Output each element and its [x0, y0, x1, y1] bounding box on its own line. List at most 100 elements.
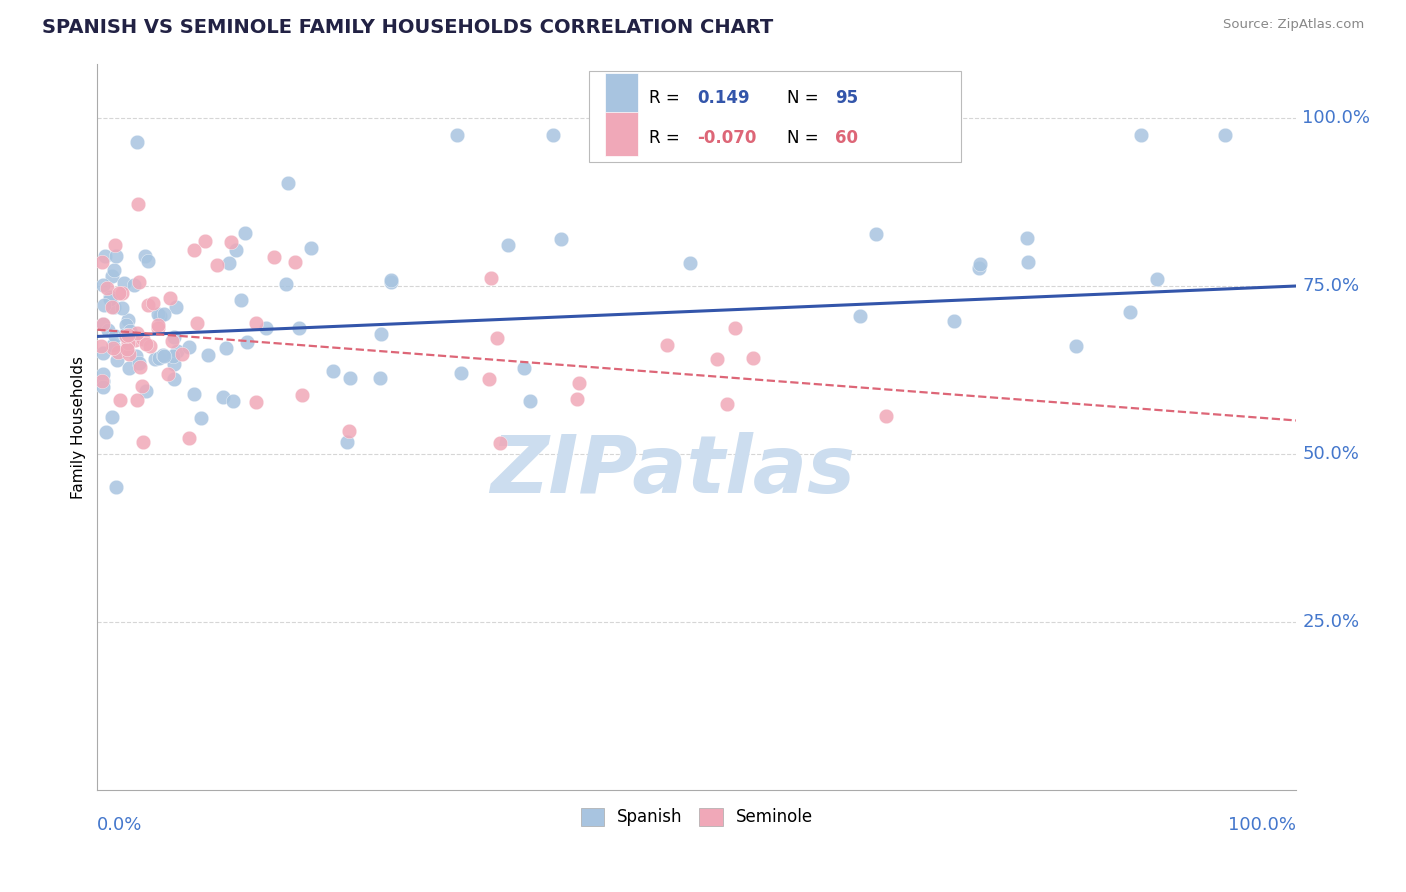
Point	[112, 276, 135, 290]
Point	[177, 340, 200, 354]
Point	[117, 329, 139, 343]
Point	[222, 393, 245, 408]
Point	[678, 256, 700, 270]
Point	[128, 356, 150, 370]
Text: ZIPatlas: ZIPatlas	[491, 432, 855, 510]
Point	[197, 347, 219, 361]
Point	[162, 334, 184, 348]
Point	[156, 367, 179, 381]
Text: 0.0%: 0.0%	[97, 816, 143, 834]
Point	[96, 281, 118, 295]
Text: R =: R =	[650, 128, 685, 146]
Point	[127, 326, 149, 341]
Text: 95: 95	[835, 89, 858, 107]
Point	[149, 309, 172, 323]
Point	[152, 349, 174, 363]
Point	[142, 295, 165, 310]
Text: N =: N =	[787, 89, 824, 107]
Point	[93, 345, 115, 359]
Point	[1066, 339, 1088, 353]
Point	[103, 329, 125, 343]
Point	[98, 292, 121, 306]
Point	[159, 291, 181, 305]
Y-axis label: Family Households: Family Households	[72, 356, 86, 499]
Point	[186, 316, 208, 330]
Point	[91, 255, 114, 269]
Point	[114, 327, 136, 342]
Point	[94, 249, 117, 263]
Point	[111, 301, 134, 315]
Point	[235, 226, 257, 240]
Point	[969, 257, 991, 271]
Point	[655, 338, 678, 352]
Point	[489, 435, 512, 450]
Point	[263, 251, 285, 265]
Point	[97, 323, 120, 337]
Point	[125, 393, 148, 408]
Point	[135, 384, 157, 398]
Point	[875, 409, 897, 424]
Point	[370, 326, 392, 341]
FancyBboxPatch shape	[605, 73, 638, 117]
Point	[1213, 128, 1236, 142]
Point	[138, 298, 160, 312]
Point	[93, 379, 115, 393]
Point	[115, 329, 138, 343]
Point	[380, 273, 402, 287]
Point	[943, 314, 966, 328]
Point	[148, 351, 170, 365]
Text: 75.0%: 75.0%	[1302, 277, 1360, 295]
Point	[135, 337, 157, 351]
Point	[103, 262, 125, 277]
Point	[1129, 128, 1152, 142]
Point	[128, 275, 150, 289]
Point	[166, 343, 188, 358]
Point	[225, 244, 247, 258]
Point	[724, 321, 747, 335]
Point	[104, 238, 127, 252]
Point	[478, 372, 501, 386]
Point	[163, 372, 186, 386]
Point	[194, 234, 217, 248]
Text: -0.070: -0.070	[697, 128, 756, 146]
Point	[93, 298, 115, 312]
Point	[291, 387, 314, 401]
Point	[284, 255, 307, 269]
Point	[107, 285, 129, 300]
Point	[146, 307, 169, 321]
FancyBboxPatch shape	[605, 112, 638, 156]
Legend: Spanish, Seminole: Spanish, Seminole	[574, 801, 820, 833]
Point	[148, 318, 170, 333]
Point	[139, 339, 162, 353]
Point	[152, 307, 174, 321]
Text: 25.0%: 25.0%	[1302, 613, 1360, 632]
Point	[336, 434, 359, 449]
Point	[1146, 272, 1168, 286]
Point	[479, 271, 502, 285]
Point	[211, 390, 233, 404]
Point	[117, 336, 139, 351]
Point	[100, 409, 122, 424]
Point	[124, 333, 146, 347]
Point	[124, 349, 146, 363]
Point	[716, 396, 738, 410]
Point	[107, 345, 129, 359]
Point	[93, 367, 115, 381]
Point	[245, 316, 267, 330]
Point	[127, 196, 149, 211]
Point	[567, 392, 589, 406]
Point	[165, 300, 187, 314]
Point	[626, 128, 648, 142]
Point	[368, 371, 391, 385]
Point	[1017, 255, 1039, 269]
Point	[380, 275, 402, 289]
Point	[221, 235, 243, 249]
Point	[93, 277, 115, 292]
Point	[1015, 230, 1038, 244]
Point	[162, 349, 184, 363]
Point	[90, 339, 112, 353]
Point	[229, 293, 252, 308]
FancyBboxPatch shape	[589, 71, 960, 162]
Point	[146, 321, 169, 335]
Point	[104, 249, 127, 263]
